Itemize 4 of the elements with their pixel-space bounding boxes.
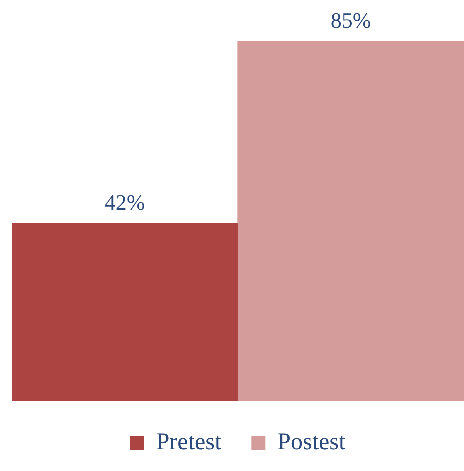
legend-label: Pretest bbox=[156, 429, 222, 456]
data-label: 85% bbox=[330, 8, 372, 34]
legend-label: Postest bbox=[278, 429, 346, 456]
data-label: 42% bbox=[104, 190, 146, 216]
